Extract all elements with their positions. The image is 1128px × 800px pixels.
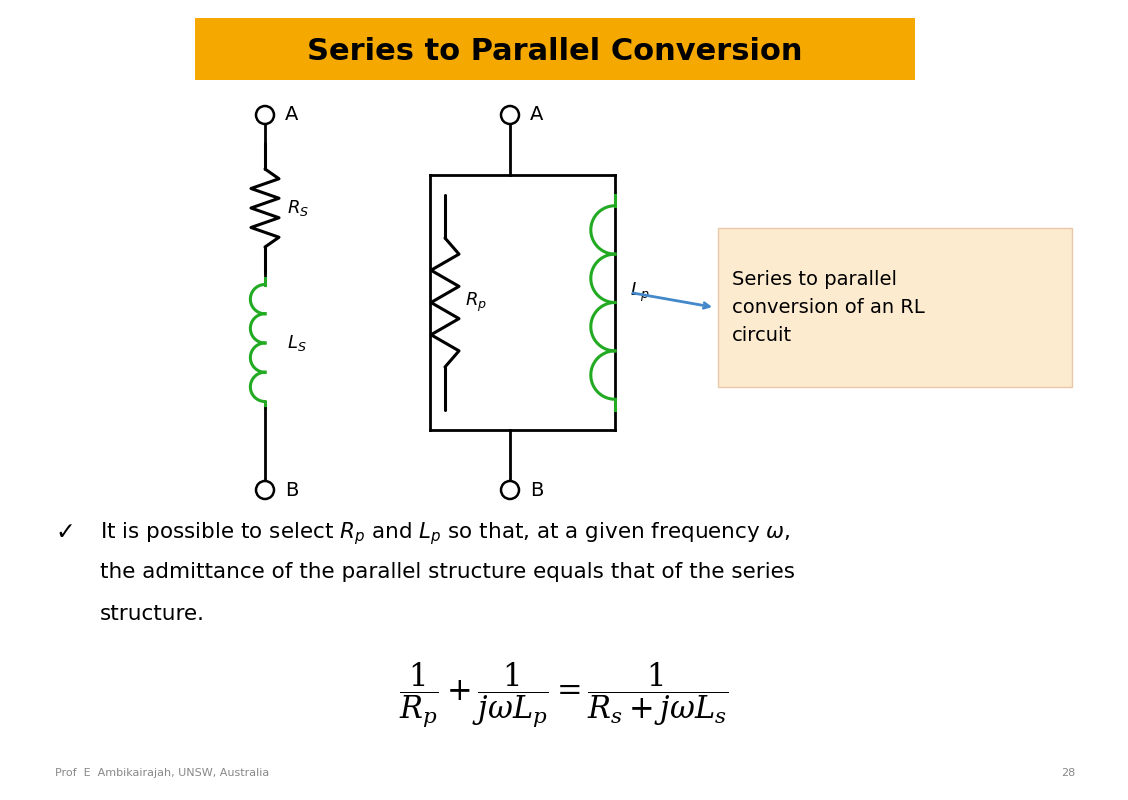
- Text: ✓: ✓: [55, 520, 74, 544]
- Text: $L_p$: $L_p$: [631, 281, 650, 304]
- Text: structure.: structure.: [100, 604, 205, 624]
- Text: Series to Parallel Conversion: Series to Parallel Conversion: [307, 38, 803, 66]
- Circle shape: [501, 106, 519, 124]
- Text: Series to parallel
conversion of an RL
circuit: Series to parallel conversion of an RL c…: [732, 270, 925, 345]
- Circle shape: [501, 481, 519, 499]
- Text: $L_S$: $L_S$: [287, 333, 307, 353]
- Text: $\dfrac{1}{R_p} + \dfrac{1}{j\omega L_p} = \dfrac{1}{R_s + j\omega L_s}$: $\dfrac{1}{R_p} + \dfrac{1}{j\omega L_p}…: [399, 661, 729, 730]
- Text: A: A: [530, 106, 544, 125]
- Circle shape: [256, 481, 274, 499]
- Text: B: B: [285, 481, 299, 499]
- Text: B: B: [530, 481, 544, 499]
- Circle shape: [256, 106, 274, 124]
- FancyBboxPatch shape: [719, 228, 1072, 387]
- Text: $R_S$: $R_S$: [287, 198, 309, 218]
- Text: the admittance of the parallel structure equals that of the series: the admittance of the parallel structure…: [100, 562, 795, 582]
- Text: $R_p$: $R_p$: [465, 291, 487, 314]
- Text: Prof  E  Ambikairajah, UNSW, Australia: Prof E Ambikairajah, UNSW, Australia: [55, 768, 270, 778]
- Text: 28: 28: [1060, 768, 1075, 778]
- Text: It is possible to select $R_p$ and $L_p$ so that, at a given frequency $\omega$,: It is possible to select $R_p$ and $L_p$…: [100, 520, 791, 547]
- Text: A: A: [285, 106, 299, 125]
- Bar: [195, 18, 915, 80]
